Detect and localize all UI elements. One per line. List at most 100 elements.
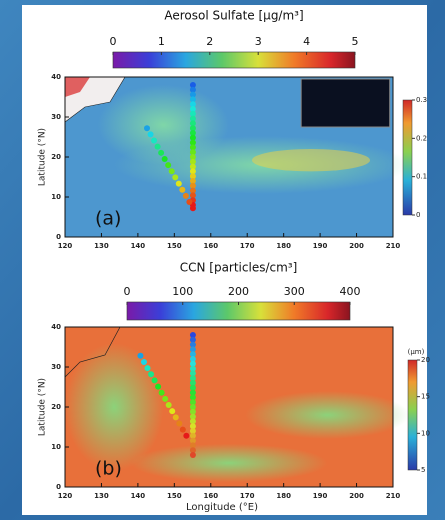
track-point [189,182,196,189]
track-point [189,447,196,454]
y-tick-label: 40 [51,323,61,331]
track-point [189,389,196,396]
track-point [189,394,196,401]
track-point [162,395,169,402]
track-point [189,205,196,212]
x-axis-label: Longitude (°E) [186,502,258,513]
x-tick-label: 200 [349,242,364,250]
y-tick-label: 20 [51,403,61,411]
track-point [189,134,196,141]
track-point [148,371,155,378]
x-tick-label: 170 [240,492,255,500]
track-point [158,389,165,396]
side-colorbar-title: (μm) [408,348,425,356]
track-point [189,106,196,112]
y-tick-label: 30 [51,363,61,371]
track-point [189,370,196,377]
track-point [179,186,186,193]
y-tick-label: 20 [51,153,61,161]
track-point [189,356,196,362]
map-field [130,443,328,483]
track-point [189,91,196,98]
track-point [154,143,161,150]
track-point [189,110,196,117]
colorbar-tick-label: 1 [158,35,165,48]
colorbar-tick-label: 3 [255,35,262,48]
side-colorbar-tick-label: 15 [421,393,430,401]
colorbar-tick-label: 5 [352,35,359,48]
map-field [245,391,410,439]
x-tick-label: 200 [349,492,364,500]
track-point [189,158,196,165]
track-point [175,180,182,187]
x-tick-label: 210 [386,492,401,500]
track-point [189,360,196,367]
panel-label: (b) [95,458,122,480]
map-field [97,85,230,165]
colorbar-tick-label: 0 [124,285,131,298]
track-point [189,130,196,136]
track-point [169,408,176,415]
track-point [151,377,158,384]
track-point [189,101,196,108]
track-point [189,351,196,358]
track-point [189,82,196,88]
track-point [189,96,196,103]
track-point [189,86,196,93]
track-point [189,404,196,410]
track-point [189,437,196,444]
track-point [179,426,186,433]
x-tick-label: 210 [386,242,401,250]
side-colorbar-tick-label: 20 [421,356,430,364]
track-point [189,428,196,434]
track-point [172,174,179,181]
track-point [172,414,179,421]
y-tick-label: 0 [56,483,61,491]
side-colorbar-tick-label: 0 [416,211,420,219]
track-point [189,154,196,160]
track-point [189,380,196,386]
track-point [137,352,144,359]
colorbar-tick-label: 100 [172,285,193,298]
track-point [144,365,151,372]
track-point [144,125,150,132]
track-point [189,168,196,175]
track-point [189,332,196,338]
track-point [189,139,196,146]
colorbar-tick-label: 400 [340,285,361,298]
track-point [189,336,196,343]
x-tick-label: 180 [276,492,291,500]
x-tick-label: 180 [276,242,291,250]
track-point [189,442,196,449]
track-point [161,155,168,162]
track-point [189,346,196,353]
track-point [189,173,196,180]
x-tick-label: 150 [167,492,182,500]
track-point [147,131,154,138]
track-point [189,399,196,406]
x-tick-label: 130 [94,242,109,250]
inset-map [300,78,391,128]
y-tick-label: 0 [56,233,61,241]
panel-label: (a) [95,208,121,230]
track-point [168,168,175,175]
y-tick-label: 30 [51,113,61,121]
colorbar-title: Aerosol Sulfate [μg/m³] [164,9,303,23]
track-point [189,408,196,415]
track-point [183,432,190,439]
x-tick-label: 150 [167,242,182,250]
track-point [189,365,196,372]
x-tick-label: 140 [131,242,146,250]
track-point [182,192,189,199]
track-point [189,125,196,132]
track-point [189,432,196,439]
track-point [155,383,162,390]
track-point [189,413,196,420]
track-point [189,115,196,122]
track-point [186,199,193,206]
x-tick-label: 140 [131,492,146,500]
track-point [165,162,172,169]
x-tick-label: 170 [240,242,255,250]
side-colorbar-tick-label: 0.2 [416,134,427,142]
track-point [140,358,147,365]
